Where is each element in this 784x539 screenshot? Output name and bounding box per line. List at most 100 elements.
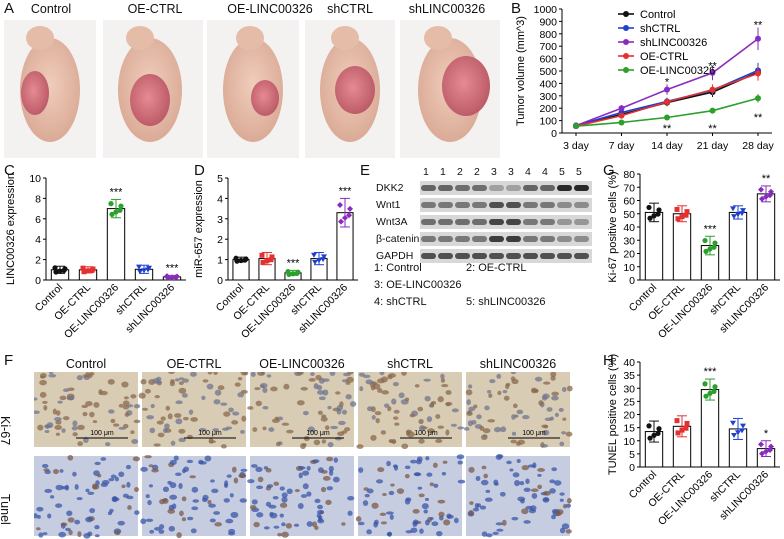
y-tick-label: 25 xyxy=(623,396,635,408)
cell-nucleus xyxy=(388,490,395,496)
cell-nucleus xyxy=(255,400,262,407)
blot-band xyxy=(506,202,521,208)
cell-nucleus xyxy=(409,413,416,418)
bar xyxy=(106,208,126,281)
cell-nucleus xyxy=(40,375,46,379)
cell-nucleus xyxy=(510,376,516,381)
cell-nucleus xyxy=(537,468,545,472)
cell-nucleus xyxy=(127,505,132,510)
cell-nucleus xyxy=(357,521,365,526)
cell-nucleus xyxy=(565,431,573,437)
cell-nucleus xyxy=(328,469,334,476)
cell-nucleus xyxy=(281,496,288,503)
cell-nucleus xyxy=(467,384,473,389)
cell-nucleus xyxy=(437,396,444,403)
cell-nucleus xyxy=(181,468,186,474)
lane-number: 1 xyxy=(440,166,446,178)
data-point xyxy=(260,259,266,265)
cell-nucleus xyxy=(43,405,48,411)
cell-nucleus xyxy=(324,425,330,431)
cell-nucleus xyxy=(336,408,342,415)
cell-nucleus xyxy=(156,420,164,425)
cell-nucleus xyxy=(181,496,187,502)
cell-nucleus xyxy=(108,478,115,482)
cell-nucleus xyxy=(107,511,113,516)
cell-nucleus xyxy=(425,456,430,461)
cell-nucleus xyxy=(87,373,93,379)
cell-nucleus xyxy=(265,501,272,507)
panel-label-d: D xyxy=(194,162,205,179)
cell-nucleus xyxy=(270,386,278,392)
cell-nucleus xyxy=(366,406,373,412)
cell-nucleus xyxy=(327,441,334,448)
cell-nucleus xyxy=(483,473,489,479)
cell-nucleus xyxy=(316,384,323,391)
cell-nucleus xyxy=(208,503,216,508)
data-point xyxy=(739,211,745,217)
cell-nucleus xyxy=(150,403,155,409)
cell-nucleus xyxy=(388,373,397,378)
cell-nucleus xyxy=(279,502,288,508)
significance-label: ** xyxy=(708,123,717,135)
blot-band xyxy=(574,202,589,208)
blot-band xyxy=(455,236,470,242)
cell-nucleus xyxy=(410,459,417,464)
cell-nucleus xyxy=(302,483,309,490)
cell-nucleus xyxy=(318,396,326,401)
cell-nucleus xyxy=(371,415,376,420)
cell-nucleus xyxy=(147,499,152,506)
cell-nucleus xyxy=(76,497,83,501)
cell-nucleus xyxy=(424,497,430,501)
cell-nucleus xyxy=(302,443,307,447)
cell-nucleus xyxy=(294,489,300,493)
cell-nucleus xyxy=(68,529,73,536)
data-point xyxy=(573,123,579,130)
data-point xyxy=(656,426,662,432)
y-tick-label: 600 xyxy=(539,54,557,66)
y-axis-title: LINC00326 expression xyxy=(5,173,17,285)
significance-label: *** xyxy=(704,366,718,378)
cell-nucleus xyxy=(542,497,550,503)
cell-nucleus xyxy=(225,518,234,524)
cell-nucleus xyxy=(349,401,357,407)
cell-nucleus xyxy=(82,411,88,417)
blot-key-5: 5: shLINC00326 xyxy=(466,296,546,308)
cell-nucleus xyxy=(418,493,425,498)
y-tick-label: 0 xyxy=(551,128,557,140)
cell-nucleus xyxy=(189,475,196,479)
cell-nucleus xyxy=(71,426,78,431)
cell-nucleus xyxy=(132,456,141,462)
cell-nucleus xyxy=(484,405,490,411)
blot-band xyxy=(540,185,555,191)
blot-band xyxy=(506,236,521,242)
hist-row-tunel: Tunel xyxy=(0,494,12,525)
y-axis-title: Ki-67 positive cells (%) xyxy=(607,171,619,282)
histology-image: 100 μm xyxy=(356,372,465,450)
cell-nucleus xyxy=(192,499,200,503)
cell-nucleus xyxy=(89,411,95,418)
cell-nucleus xyxy=(481,465,487,470)
cell-nucleus xyxy=(234,382,241,387)
cell-nucleus xyxy=(36,506,44,512)
cell-nucleus xyxy=(303,436,310,442)
cell-nucleus xyxy=(121,484,126,489)
data-point xyxy=(337,201,343,208)
cell-nucleus xyxy=(333,457,339,463)
cell-nucleus xyxy=(92,420,98,424)
scale-bar-label: 100 μm xyxy=(198,430,222,437)
data-point xyxy=(109,211,115,217)
cell-nucleus xyxy=(272,496,279,500)
cell-nucleus xyxy=(113,423,120,427)
cell-nucleus xyxy=(146,415,155,420)
y-tick-label: 2 xyxy=(35,255,41,267)
cell-nucleus xyxy=(494,482,499,486)
cell-nucleus xyxy=(298,472,303,479)
cell-nucleus xyxy=(148,464,154,468)
cell-nucleus xyxy=(556,509,564,515)
legend-marker xyxy=(623,11,629,17)
cell-nucleus xyxy=(257,476,264,483)
cell-nucleus xyxy=(511,516,519,521)
x-tick-label: 21 day xyxy=(697,140,729,152)
cell-nucleus xyxy=(565,503,572,508)
blot-band xyxy=(506,185,521,191)
